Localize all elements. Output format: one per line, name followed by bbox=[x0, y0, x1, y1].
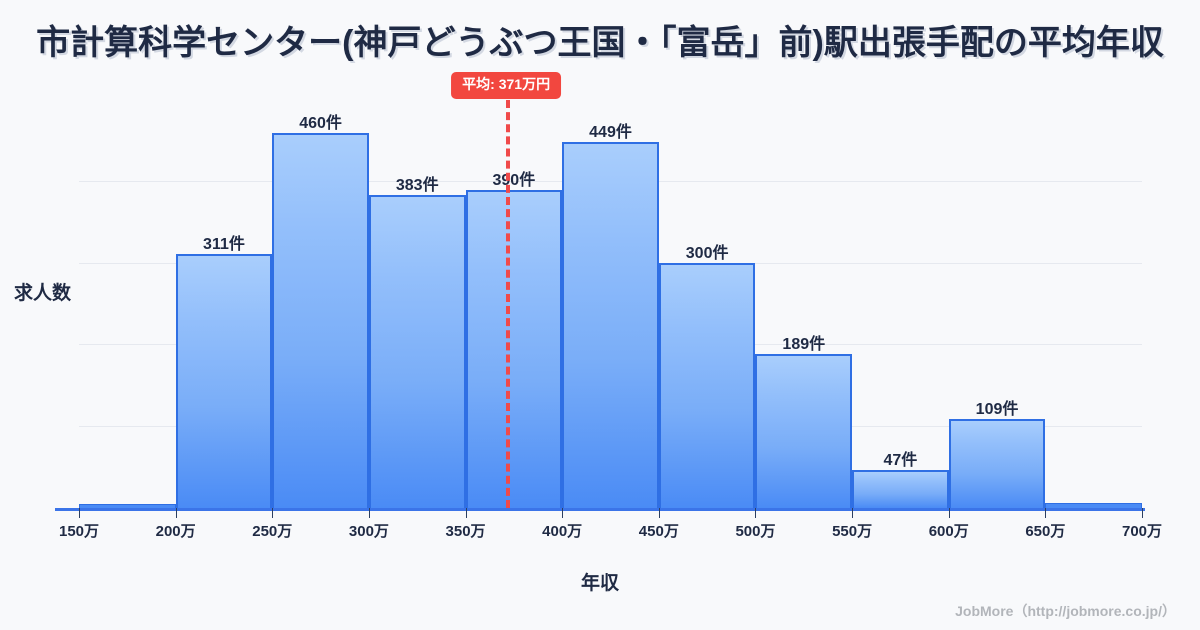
x-tick bbox=[562, 508, 564, 518]
x-tick-label: 350万 bbox=[445, 523, 486, 540]
x-tick-label: 650万 bbox=[1025, 523, 1066, 540]
bar-value-label: 460件 bbox=[299, 114, 342, 132]
bar bbox=[1045, 503, 1142, 508]
x-tick bbox=[1142, 508, 1143, 518]
average-badge: 平均: 371万円 bbox=[451, 72, 562, 99]
bar-series: 311件 460件 383件 390件 449件 300件 189件 47件 109件 bbox=[79, 100, 1142, 508]
bar-value-label: 300件 bbox=[685, 245, 729, 263]
page-title: 市計算科学センター(神戸どうぶつ王国・「富岳」前)駅出張手配の平均年収 bbox=[36, 24, 1164, 63]
average-line bbox=[506, 100, 511, 508]
bar-value-label: 449件 bbox=[589, 123, 632, 141]
bar bbox=[755, 353, 853, 508]
x-tick-label: 300万 bbox=[348, 523, 389, 540]
x-axis-baseline bbox=[55, 508, 1145, 511]
x-tick-label: 150万 bbox=[58, 523, 100, 540]
bar-value-label: 390件 bbox=[492, 171, 536, 189]
x-tick bbox=[658, 508, 660, 518]
bar-value-label: 109件 bbox=[975, 401, 1019, 419]
bar bbox=[658, 263, 756, 508]
x-tick-label: 450万 bbox=[638, 523, 679, 540]
bar bbox=[852, 469, 949, 508]
bar bbox=[562, 141, 659, 508]
x-tick bbox=[755, 508, 757, 518]
bar bbox=[79, 504, 176, 508]
x-tick-label: 200万 bbox=[155, 523, 196, 540]
x-axis-label: 年収 bbox=[580, 573, 619, 594]
x-tick bbox=[272, 508, 274, 518]
title-bar: 市計算科学センター(神戸どうぶつ王国・「富岳」前)駅出張手配の平均年収 bbox=[0, 0, 1200, 88]
x-tick bbox=[948, 508, 950, 518]
x-tick-label: 250万 bbox=[252, 523, 293, 540]
bar bbox=[175, 254, 273, 508]
x-tick-label: 700万 bbox=[1121, 523, 1163, 540]
x-tick-label: 600万 bbox=[928, 523, 969, 540]
x-tick-label: 400万 bbox=[542, 523, 583, 540]
x-tick bbox=[465, 508, 467, 518]
x-tick-label: 550万 bbox=[832, 523, 873, 540]
x-tick bbox=[175, 508, 177, 518]
x-tick-label: 500万 bbox=[735, 523, 776, 540]
watermark-footer: JobMore（http://jobmore.co.jp/） bbox=[955, 603, 1176, 619]
bar bbox=[272, 132, 369, 508]
bar bbox=[465, 189, 563, 508]
x-tick bbox=[1045, 508, 1047, 518]
plot-area: 311件 460件 383件 390件 449件 300件 189件 47件 109件 150万… bbox=[55, 100, 1162, 540]
x-tick bbox=[852, 508, 854, 518]
x-tick bbox=[368, 508, 370, 518]
bar bbox=[368, 195, 466, 508]
y-axis-label: 求人数 bbox=[14, 283, 72, 304]
bar-value-label: 47件 bbox=[883, 451, 918, 469]
x-tick bbox=[79, 508, 80, 518]
bar-value-label: 189件 bbox=[782, 335, 826, 353]
bar bbox=[948, 419, 1046, 508]
bar-value-label: 383件 bbox=[395, 177, 439, 195]
bar-value-label: 311件 bbox=[203, 236, 245, 254]
